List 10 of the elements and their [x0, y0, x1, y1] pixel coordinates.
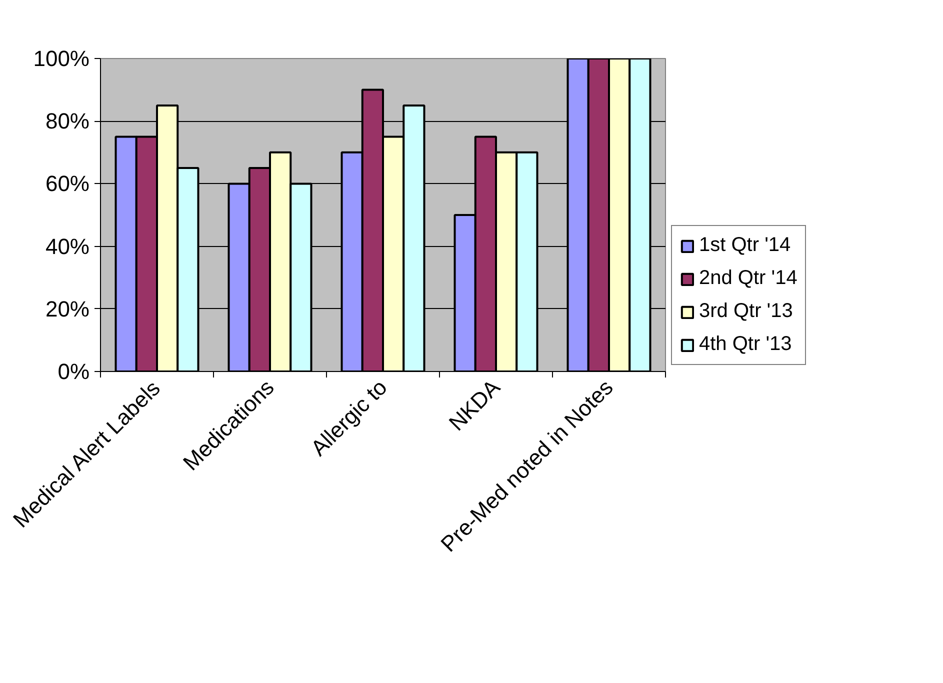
legend-label: 3rd Qtr '13: [699, 300, 793, 323]
y-tick-label: 60%: [45, 171, 90, 196]
y-tick-label: 100%: [33, 46, 90, 71]
y-tick-label: 80%: [45, 108, 90, 134]
y-tick-label: 20%: [45, 296, 90, 322]
legend-label: 2nd Qtr '14: [699, 267, 798, 290]
y-tick-label: 0%: [58, 359, 90, 384]
legend-label: 4th Qtr '13: [699, 333, 792, 356]
legend-label: 1st Qtr '14: [699, 234, 791, 257]
y-tick-label: 40%: [45, 234, 90, 259]
